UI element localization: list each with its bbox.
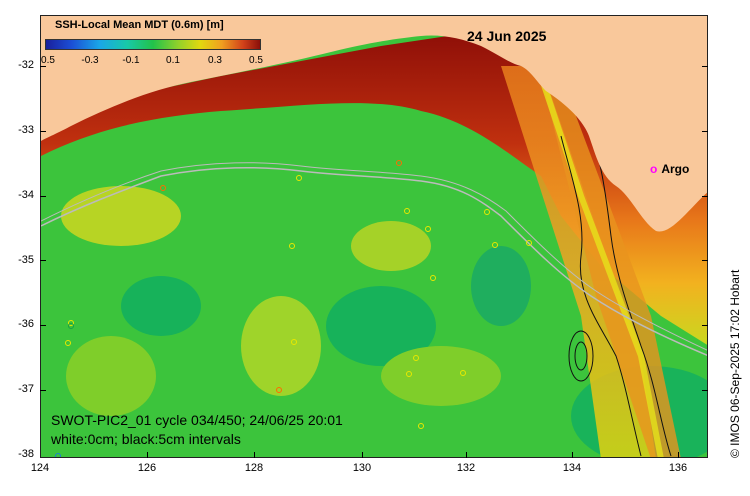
eddy-cool-1 [121, 276, 201, 336]
x-tick [572, 452, 573, 458]
argo-float[interactable] [396, 160, 402, 166]
map-date: 24 Jun 2025 [467, 28, 547, 44]
argo-float[interactable] [291, 339, 297, 345]
x-axis-label: 136 [668, 462, 688, 474]
y-tick [702, 325, 708, 326]
bathymetry-2000m [41, 166, 707, 356]
argo-float[interactable] [65, 340, 71, 346]
y-tick [702, 66, 708, 67]
colorbar: SSH-Local Mean MDT (0.6m) [m] 0.5 -0.3 -… [41, 19, 267, 69]
map-frame[interactable] [40, 15, 708, 458]
x-axis-label: 130 [352, 462, 372, 474]
argo-float[interactable] [430, 275, 436, 281]
colorbar-tick: -0.3 [81, 55, 99, 66]
y-tick [702, 390, 708, 391]
colorbar-tick: 0.3 [208, 55, 222, 66]
y-axis-label: -35 [18, 254, 34, 266]
contour-line-4 [574, 341, 588, 371]
swath-gap [538, 75, 664, 457]
y-tick [702, 131, 708, 132]
argo-float[interactable] [404, 208, 410, 214]
argo-float[interactable] [413, 355, 419, 361]
argo-float[interactable] [160, 185, 166, 191]
x-tick [147, 452, 148, 458]
bathymetry-1000m [41, 162, 707, 351]
argo-float[interactable] [55, 453, 61, 459]
y-axis-label: -32 [18, 59, 34, 71]
colorbar-gradient [45, 39, 261, 50]
argo-float[interactable] [418, 423, 424, 429]
colorbar-title: SSH-Local Mean MDT (0.6m) [m] [55, 19, 224, 31]
x-axis-label: 126 [137, 462, 157, 474]
x-tick [466, 452, 467, 458]
contour-line-1 [560, 135, 642, 457]
y-tick [702, 260, 708, 261]
argo-float[interactable] [276, 387, 282, 393]
argo-float[interactable] [289, 243, 295, 249]
argo-float[interactable] [460, 370, 466, 376]
argo-float[interactable] [406, 371, 412, 377]
argo-float[interactable] [526, 240, 532, 246]
x-axis-label: 128 [244, 462, 264, 474]
y-axis-label: -37 [18, 383, 34, 395]
x-tick [254, 452, 255, 458]
x-axis-label: 132 [456, 462, 476, 474]
eddy-warm-2 [66, 336, 156, 416]
argo-float[interactable] [492, 242, 498, 248]
eddy-warm-3 [381, 346, 501, 406]
eddy-cool-3 [471, 246, 531, 326]
y-axis-label: -33 [18, 124, 34, 136]
argo-float[interactable] [296, 175, 302, 181]
contour-line-3 [568, 330, 594, 382]
argo-legend-marker-icon: o [650, 162, 658, 176]
colorbar-tick: -0.1 [122, 55, 140, 66]
colorbar-tick: 0.5 [249, 55, 263, 66]
contour-caption: white:0cm; black:5cm intervals [51, 431, 241, 447]
y-tick [40, 260, 46, 261]
argo-float[interactable] [68, 323, 74, 329]
colorbar-tick: 0.5 [41, 55, 55, 66]
y-tick [40, 196, 46, 197]
y-tick [702, 196, 708, 197]
y-axis-label: -34 [18, 189, 34, 201]
contour-line-2 [585, 115, 672, 457]
y-tick [40, 131, 46, 132]
argo-legend: o Argo [650, 162, 689, 176]
pass-caption: SWOT-PIC2_01 cycle 034/450; 24/06/25 20:… [51, 412, 343, 428]
argo-float[interactable] [68, 320, 74, 326]
x-axis-label: 124 [30, 462, 50, 474]
colorbar-tick: 0.1 [166, 55, 180, 66]
eddy-warm-5 [351, 221, 431, 271]
y-axis-label: -36 [18, 318, 34, 330]
y-tick [40, 390, 46, 391]
x-tick [362, 452, 363, 458]
y-tick [40, 325, 46, 326]
eddy-cool-2 [326, 286, 436, 366]
eddy-warm-4 [61, 186, 181, 246]
argo-float[interactable] [484, 209, 490, 215]
land-australia [41, 16, 707, 232]
argo-legend-label: Argo [661, 162, 690, 176]
credit-text: © IMOS 06-Sep-2025 17:02 Hobart [728, 269, 742, 458]
map-canvas[interactable] [41, 16, 708, 458]
eddy-warm-1 [241, 296, 321, 396]
x-axis-label: 134 [562, 462, 582, 474]
y-axis-label: -38 [18, 448, 34, 460]
argo-float[interactable] [425, 226, 431, 232]
x-tick [678, 452, 679, 458]
y-tick [40, 66, 46, 67]
